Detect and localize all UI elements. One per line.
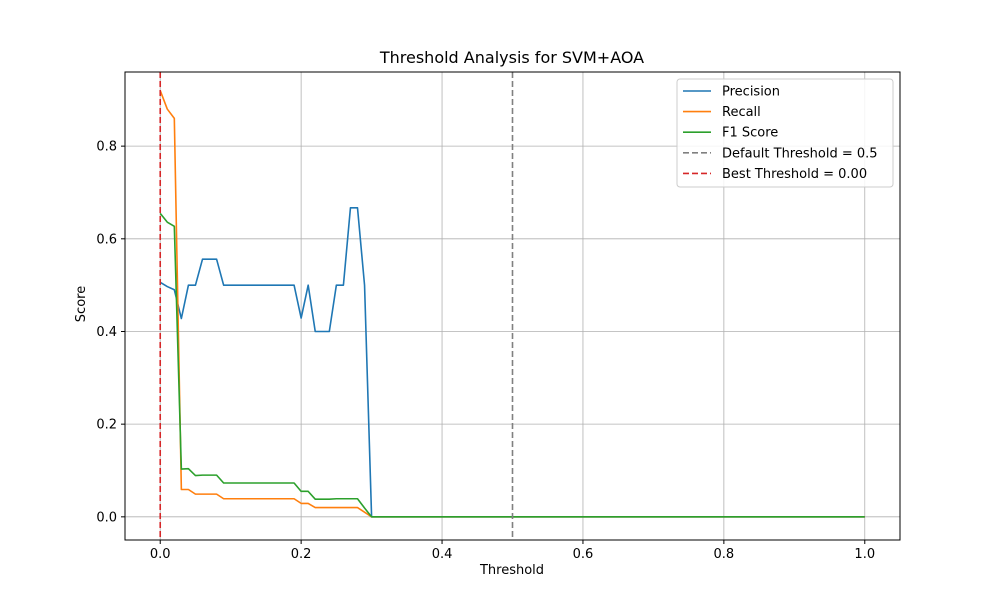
y-tick-label: 0.6 <box>96 232 117 247</box>
series-layer <box>159 90 865 518</box>
x-tick-label: 0.0 <box>150 547 171 562</box>
f1-score-line <box>159 212 865 518</box>
x-tick-label: 0.2 <box>291 547 312 562</box>
y-tick-label: 0.4 <box>96 325 117 340</box>
legend-label: Default Threshold = 0.5 <box>722 146 878 161</box>
recall-line <box>159 90 865 518</box>
y-tick-label: 0.8 <box>96 140 117 155</box>
chart-title: Threshold Analysis for SVM+AOA <box>379 48 644 67</box>
legend-label: Best Threshold = 0.00 <box>722 167 867 182</box>
x-tick-label: 0.6 <box>573 547 594 562</box>
legend-label: F1 Score <box>722 126 778 141</box>
y-tick-label: 0.0 <box>96 510 117 525</box>
y-axis-label: Score <box>74 286 89 322</box>
legend-box <box>676 78 894 188</box>
x-tick-label: 0.4 <box>432 547 453 562</box>
y-tick-label: 0.2 <box>96 418 117 433</box>
legend-label: Recall <box>722 105 761 120</box>
x-axis-label: Threshold <box>479 563 544 578</box>
legend: Precision Recall F1 Score Default Threshold… <box>676 78 894 188</box>
reference-lines <box>159 72 514 540</box>
x-tick-label: 0.8 <box>714 547 735 562</box>
x-tick-label: 1.0 <box>854 547 875 562</box>
legend-label: Precision <box>722 85 780 100</box>
x-axis-ticks: 0.0 0.2 0.4 0.6 0.8 1.0 <box>150 540 875 562</box>
y-axis-ticks: 0.0 0.2 0.4 0.6 0.8 <box>96 140 125 525</box>
precision-line <box>159 206 865 518</box>
plot-frame <box>124 71 901 541</box>
